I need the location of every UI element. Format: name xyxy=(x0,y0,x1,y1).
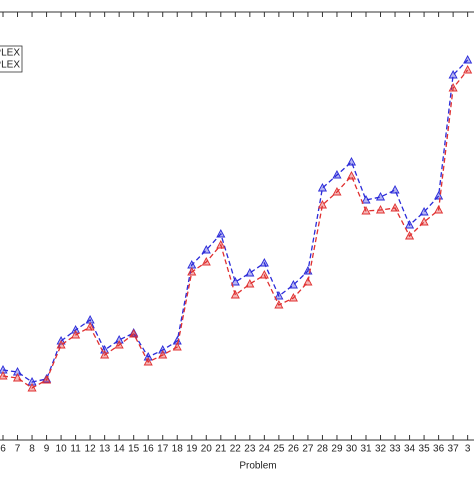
marker xyxy=(375,192,386,201)
marker xyxy=(405,231,415,240)
x-tick-label: 24 xyxy=(259,444,271,455)
series-line xyxy=(2,59,469,383)
marker xyxy=(158,350,168,359)
marker xyxy=(245,279,255,288)
legend xyxy=(0,45,23,73)
marker xyxy=(114,335,124,344)
marker xyxy=(448,70,458,79)
marker xyxy=(390,203,400,212)
marker xyxy=(288,293,298,302)
x-tick-label: 8 xyxy=(29,444,35,455)
marker xyxy=(230,277,240,286)
x-tick-label: 6 xyxy=(0,444,6,455)
marker xyxy=(463,65,473,74)
marker xyxy=(100,350,110,359)
x-tick-label: 25 xyxy=(273,444,285,455)
x-tick-label: 17 xyxy=(157,444,169,455)
marker xyxy=(375,205,386,214)
legend-label: CPLEX xyxy=(0,60,20,71)
x-tick-label: 32 xyxy=(375,444,387,455)
marker xyxy=(85,322,95,331)
marker xyxy=(259,270,269,279)
marker xyxy=(201,245,211,254)
marker xyxy=(27,383,37,392)
marker xyxy=(158,345,168,354)
marker xyxy=(390,185,400,194)
x-tick-label: 33 xyxy=(389,444,401,455)
x-tick-label: 22 xyxy=(230,444,242,455)
x-tick-label: 18 xyxy=(172,444,184,455)
marker xyxy=(56,340,66,349)
marker xyxy=(419,217,429,226)
marker xyxy=(12,367,23,376)
marker xyxy=(71,325,81,334)
x-tick-label: 15 xyxy=(128,444,140,455)
marker xyxy=(216,240,226,249)
marker xyxy=(463,55,473,64)
x-axis-label: Problem xyxy=(239,461,276,472)
x-tick-label: 20 xyxy=(201,444,213,455)
marker xyxy=(405,220,415,229)
marker xyxy=(288,280,298,289)
x-tick-label: 16 xyxy=(143,444,155,455)
marker xyxy=(346,171,357,180)
marker xyxy=(27,377,37,386)
x-tick-label: 14 xyxy=(114,444,126,455)
x-tick-label: 7 xyxy=(15,444,21,455)
x-tick-label: 36 xyxy=(433,444,445,455)
x-tick-label: 27 xyxy=(302,444,314,455)
marker xyxy=(0,365,8,374)
marker xyxy=(71,330,81,339)
marker xyxy=(201,257,211,266)
marker xyxy=(274,291,284,300)
marker xyxy=(361,206,371,215)
marker xyxy=(245,268,255,277)
x-tick-label: 21 xyxy=(215,444,227,455)
marker xyxy=(361,195,371,204)
marker xyxy=(216,229,226,238)
x-tick-label: 34 xyxy=(404,444,416,455)
x-tick-label: 11 xyxy=(70,444,81,455)
x-tick-label: 23 xyxy=(244,444,256,455)
marker xyxy=(434,205,444,214)
marker xyxy=(129,329,139,338)
marker xyxy=(172,342,182,351)
x-tick-label: 13 xyxy=(99,444,111,455)
marker xyxy=(187,267,197,276)
marker xyxy=(448,83,458,92)
marker xyxy=(12,373,23,382)
x-tick-label: 35 xyxy=(419,444,431,455)
x-tick-label: 29 xyxy=(331,444,343,455)
x-tick-label: 28 xyxy=(317,444,329,455)
marker xyxy=(332,187,342,196)
x-tick-label: 31 xyxy=(360,444,372,455)
marker xyxy=(303,277,313,286)
x-tick-label: 3 xyxy=(465,444,471,455)
x-tick-label: 26 xyxy=(288,444,300,455)
x-tick-label: 12 xyxy=(85,444,97,455)
marker xyxy=(143,357,153,366)
marker xyxy=(114,340,124,349)
x-tick-label: 10 xyxy=(56,444,68,455)
marker xyxy=(230,290,240,299)
marker xyxy=(42,375,52,384)
marker xyxy=(274,300,284,309)
x-tick-label: 19 xyxy=(186,444,198,455)
marker xyxy=(259,258,269,267)
marker xyxy=(317,200,327,209)
marker xyxy=(434,191,444,200)
x-tick-label: 30 xyxy=(346,444,358,455)
x-tick-label: 37 xyxy=(448,444,460,455)
x-tick-label: 9 xyxy=(44,444,50,455)
marker xyxy=(332,170,342,179)
legend-label: PLEX xyxy=(0,48,20,59)
marker xyxy=(419,207,429,216)
marker xyxy=(143,352,153,361)
marker xyxy=(346,157,357,166)
marker xyxy=(317,183,327,192)
marker xyxy=(0,371,8,380)
